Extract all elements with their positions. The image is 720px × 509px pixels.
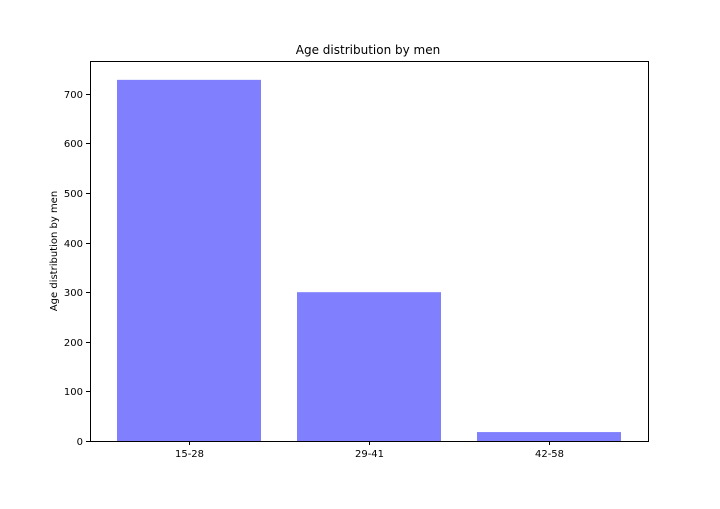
x-tick-label: 15-28: [175, 449, 204, 460]
y-axis: 0 100 200 300 400 500 600 700: [64, 90, 90, 448]
plot-frame: [90, 61, 649, 442]
y-tick-label: 0: [77, 437, 83, 448]
y-tick-label: 700: [64, 90, 83, 101]
x-tick-label: 29-41: [355, 449, 384, 460]
y-tick-label: 200: [64, 338, 83, 349]
bar-29-41: [297, 292, 441, 441]
bar-series: [117, 79, 621, 442]
bar-42-58: [477, 432, 621, 441]
bar-15-28: [117, 79, 261, 442]
chart-title: Age distribution by men: [296, 43, 440, 57]
y-tick-label: 300: [64, 288, 83, 299]
y-tick-label: 100: [64, 387, 83, 398]
y-tick-label: 600: [64, 139, 83, 150]
y-tick-label: 400: [64, 239, 83, 250]
y-tick-label: 500: [64, 189, 83, 200]
y-axis-title: Age distribution by men: [49, 191, 60, 311]
x-axis: 15-28 29-41 42-58: [175, 441, 564, 460]
x-tick-label: 42-58: [535, 449, 564, 460]
